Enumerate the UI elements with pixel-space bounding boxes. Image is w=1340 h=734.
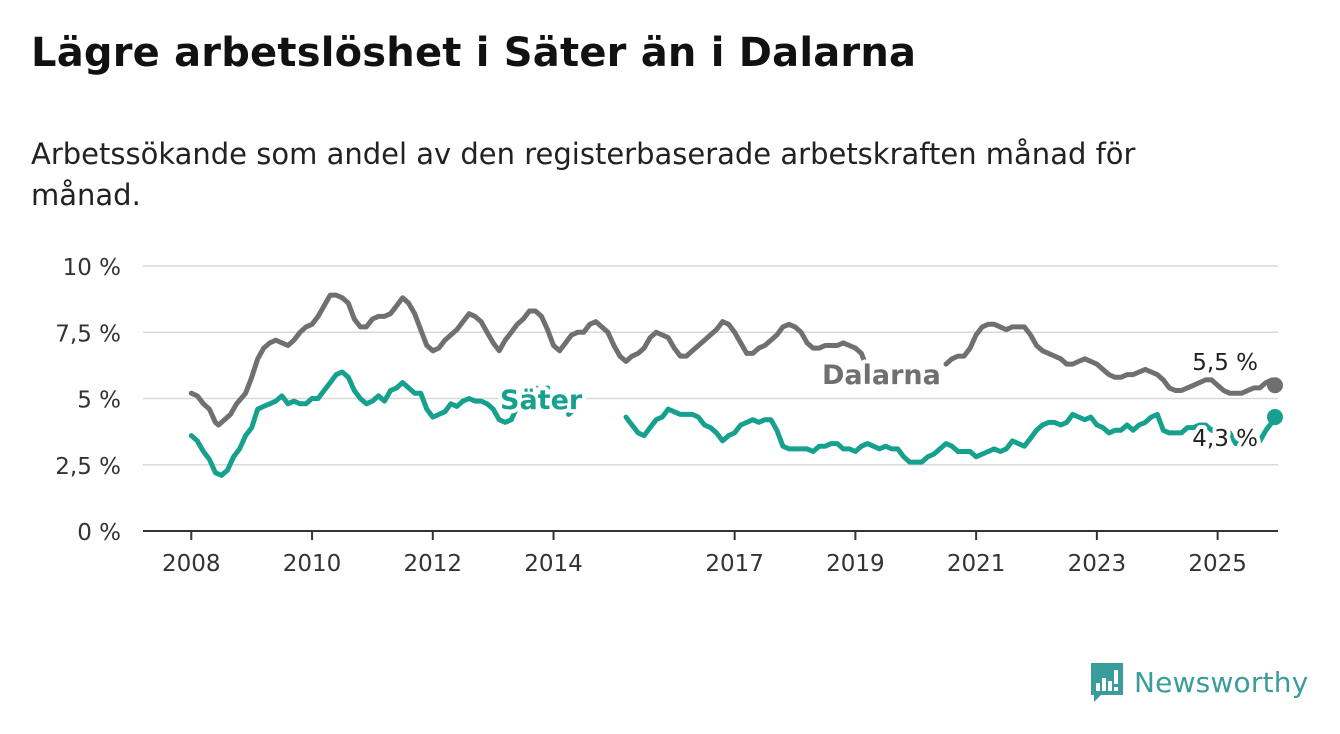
chart-subtitle: Arbetssökande som andel av den registerb… — [31, 137, 1136, 212]
end-value-label-dalarna: 5,5 % — [1192, 350, 1258, 376]
series-label-sater-halo: Säter — [500, 385, 583, 416]
x-tick-label: 2021 — [947, 551, 1006, 577]
chart-title: Lägre arbetslöshet i Säter än i Dalarna — [31, 30, 917, 76]
grid-lines — [143, 265, 1278, 532]
x-tick-label: 2019 — [826, 551, 885, 577]
x-tick-label: 2008 — [162, 551, 221, 577]
x-axis-ticks: 2008 2010 2012 2014 2017 2019 2021 2023 2025 — [162, 531, 1247, 577]
newsworthy-logo: Newsworthy — [1088, 660, 1309, 704]
x-tick-label: 2010 — [283, 551, 342, 577]
newsworthy-logo-icon — [1091, 663, 1123, 702]
series-end-point — [1266, 409, 1283, 426]
series-label-dalarna-halo: Dalarna — [822, 360, 941, 391]
newsworthy-logo-text: Newsworthy — [1134, 665, 1309, 699]
y-tick-label: 0 % — [77, 520, 121, 546]
x-tick-label: 2012 — [404, 551, 463, 577]
end-value-label-sater-halo: 4,3 % — [1192, 426, 1258, 452]
series-line-sater — [188, 369, 1278, 478]
series-lines — [188, 292, 1283, 478]
x-tick-label: 2025 — [1188, 551, 1247, 577]
end-value-label-dalarna-halo: 5,5 % — [1192, 350, 1258, 376]
y-tick-label: 2,5 % — [55, 454, 121, 480]
y-axis-ticks: 0 % 2,5 % 5 % 7,5 % 10 % — [55, 255, 121, 546]
x-tick-label: 2023 — [1068, 551, 1127, 577]
y-tick-label: 5 % — [77, 388, 121, 414]
series-line-dalarna — [188, 292, 1278, 428]
y-tick-label: 7,5 % — [55, 321, 121, 347]
x-tick-label: 2017 — [705, 551, 764, 577]
line-chart: 0 % 2,5 % 5 % 7,5 % 10 % 2008 2010 2012 2014 201… — [55, 255, 1283, 577]
series-label-sater: Säter — [500, 385, 583, 416]
series-label-dalarna: Dalarna — [822, 360, 941, 391]
end-value-label-sater: 4,3 % — [1192, 426, 1258, 452]
series-end-point — [1266, 377, 1283, 394]
x-tick-label: 2014 — [524, 551, 583, 577]
y-tick-label: 10 % — [63, 255, 121, 281]
